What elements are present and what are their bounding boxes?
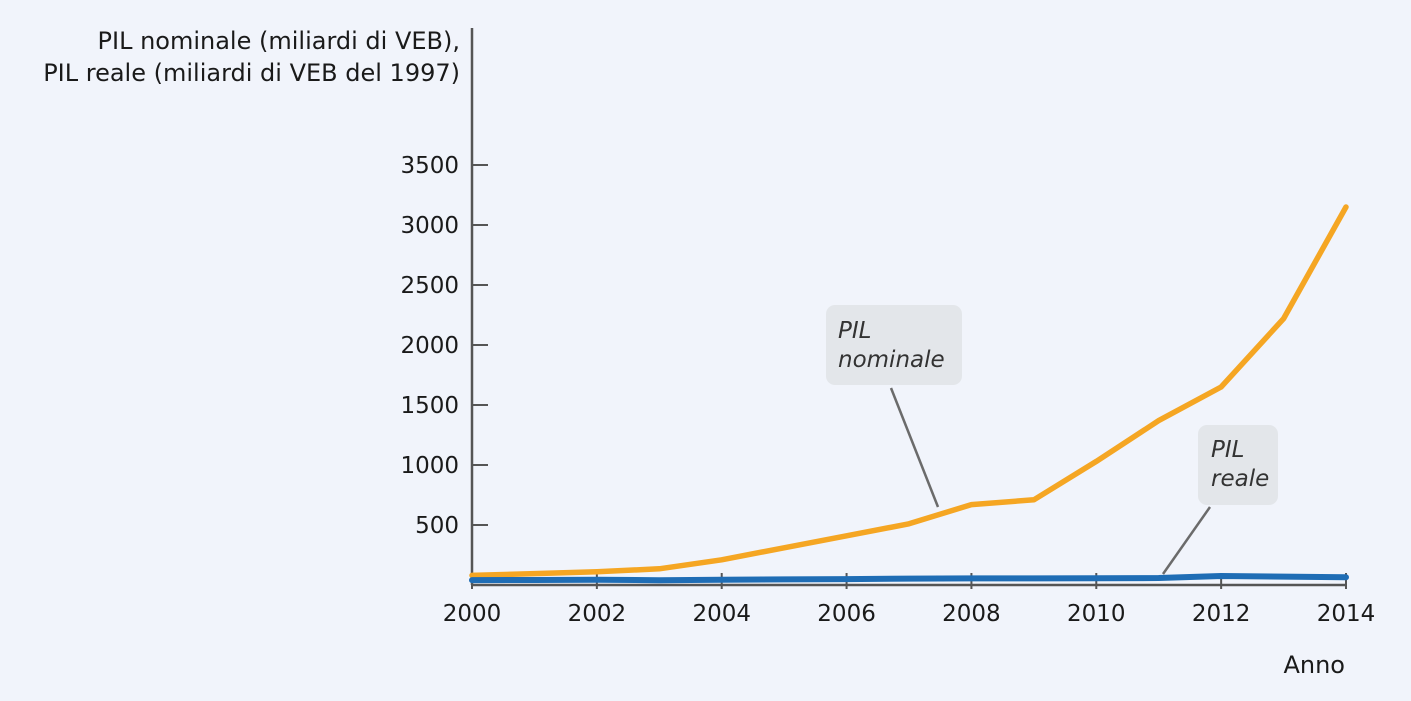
y-tick-label: 1000	[400, 453, 459, 479]
x-tick-label: 2010	[1067, 601, 1126, 627]
callout-box	[826, 305, 962, 385]
x-tick-label: 2008	[942, 601, 1001, 627]
x-tick-label: 2012	[1192, 601, 1251, 627]
callout-label: reale	[1211, 466, 1269, 492]
callout-label: PIL	[838, 318, 871, 344]
callout-label: nominale	[838, 347, 945, 373]
callout-label: PIL	[1211, 437, 1244, 463]
x-axis-label: Anno	[1283, 651, 1345, 679]
y-tick-label: 3000	[400, 213, 459, 239]
series-line-pil-reale	[469, 573, 1349, 584]
y-tick-label: 1500	[400, 393, 459, 419]
y-tick-label: 500	[415, 513, 459, 539]
x-tick-label: 2004	[692, 601, 751, 627]
x-tick-label: 2006	[817, 601, 876, 627]
callout-box	[1198, 425, 1278, 505]
y-tick-label: 2500	[400, 273, 459, 299]
y-tick-label: 2000	[400, 333, 459, 359]
series-layer	[469, 204, 1349, 584]
callout-leader-line	[1161, 506, 1212, 575]
y-axis-label-line-1: PIL nominale (miliardi di VEB),	[98, 27, 460, 55]
x-tick-label: 2014	[1317, 601, 1376, 627]
x-axis: 2000 2002 2004 2006 2008 2010 2012 2014	[443, 573, 1376, 627]
x-tick-label: 2002	[568, 601, 627, 627]
callout-leader-line	[889, 387, 940, 508]
y-axis-label-line-2: PIL reale (miliardi di VEB del 1997)	[43, 59, 460, 87]
y-axis-label: PIL nominale (miliardi di VEB), PIL real…	[43, 27, 460, 87]
series-line-pil-nominale	[469, 204, 1349, 579]
callouts-layer: PIL nominale PIL reale	[826, 305, 1278, 575]
y-tick-label: 3500	[400, 153, 459, 179]
x-tick-label: 2000	[443, 601, 502, 627]
y-axis: 500 1000 1500 2000 2500 3000 3500	[400, 28, 488, 585]
